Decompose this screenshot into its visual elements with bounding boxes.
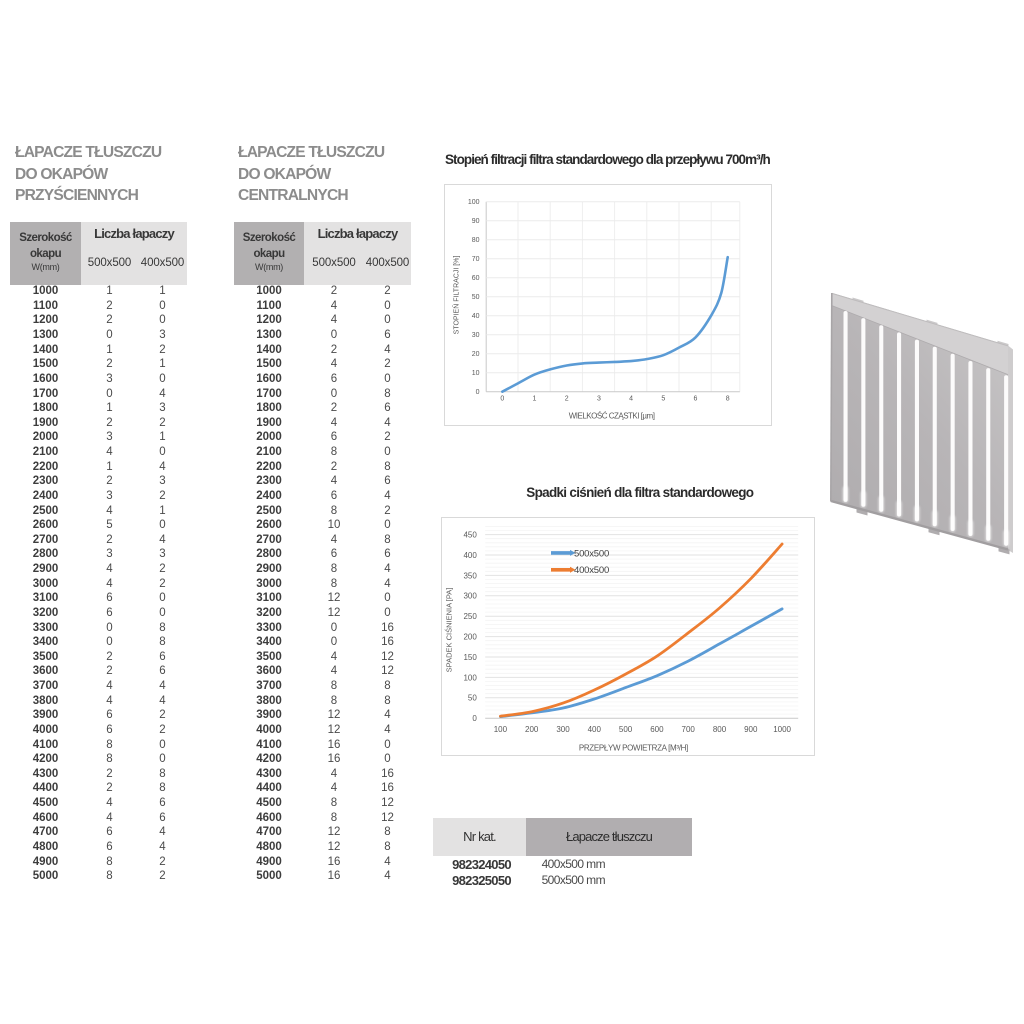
- svg-text:3: 3: [597, 395, 601, 402]
- svg-text:SPADEK CIŚNIENIA [PA]: SPADEK CIŚNIENIA [PA]: [444, 588, 453, 673]
- svg-text:700: 700: [681, 725, 695, 734]
- svg-text:10: 10: [472, 370, 480, 377]
- svg-text:600: 600: [650, 725, 664, 734]
- svg-text:0: 0: [472, 714, 477, 723]
- svg-text:100: 100: [493, 725, 507, 734]
- svg-text:70: 70: [472, 256, 480, 263]
- svg-text:800: 800: [712, 725, 726, 734]
- svg-text:500x500: 500x500: [574, 548, 609, 559]
- svg-text:200: 200: [525, 725, 539, 734]
- svg-text:90: 90: [472, 218, 480, 225]
- svg-text:4: 4: [629, 395, 633, 402]
- svg-text:250: 250: [463, 612, 477, 621]
- svg-text:60: 60: [472, 275, 480, 282]
- svg-text:20: 20: [472, 351, 480, 358]
- svg-text:500: 500: [618, 725, 632, 734]
- svg-text:6: 6: [694, 395, 698, 402]
- svg-text:100: 100: [463, 673, 477, 682]
- svg-text:450: 450: [463, 531, 477, 540]
- svg-text:STOPIEŃ FILTRACJI [%]: STOPIEŃ FILTRACJI [%]: [451, 256, 460, 335]
- svg-text:1: 1: [533, 395, 537, 402]
- svg-text:0: 0: [500, 395, 504, 402]
- svg-text:900: 900: [744, 725, 758, 734]
- svg-text:350: 350: [463, 571, 477, 580]
- svg-text:200: 200: [463, 633, 477, 642]
- svg-text:8: 8: [726, 395, 730, 402]
- svg-text:300: 300: [463, 592, 477, 601]
- svg-text:WIELKOŚĆ CZĄSTKI [µm]: WIELKOŚĆ CZĄSTKI [µm]: [569, 412, 655, 421]
- svg-text:30: 30: [472, 332, 480, 339]
- svg-text:PRZEPŁYW POWIETRZA [M³/H]: PRZEPŁYW POWIETRZA [M³/H]: [578, 744, 687, 753]
- svg-text:50: 50: [472, 294, 480, 301]
- svg-text:50: 50: [467, 694, 476, 703]
- svg-text:300: 300: [556, 725, 570, 734]
- svg-text:5: 5: [661, 395, 665, 402]
- svg-text:150: 150: [463, 653, 477, 662]
- svg-text:400: 400: [463, 551, 477, 560]
- svg-text:40: 40: [472, 313, 480, 320]
- svg-text:80: 80: [472, 237, 480, 244]
- svg-text:400: 400: [587, 725, 601, 734]
- svg-text:400x500: 400x500: [574, 565, 609, 576]
- svg-text:2: 2: [565, 395, 569, 402]
- svg-text:1000: 1000: [773, 725, 791, 734]
- svg-text:0: 0: [476, 389, 480, 396]
- svg-text:100: 100: [468, 199, 480, 206]
